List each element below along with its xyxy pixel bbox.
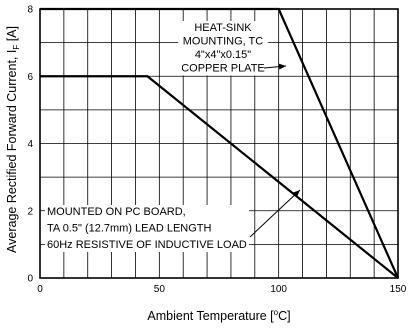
x-tick-label: 50 xyxy=(154,284,166,295)
annot2-line: 60Hz RESISTIVE OF INDUCTIVE LOAD xyxy=(47,239,247,251)
plot-frame xyxy=(39,8,399,279)
y-tick-label: 8 xyxy=(27,5,33,16)
pc-board-annotation: MOUNTED ON PC BOARD, TA 0.5" (12.7mm) LEA… xyxy=(45,189,301,252)
annot2-line: MOUNTED ON PC BOARD, xyxy=(47,206,186,218)
x-tick-label: 100 xyxy=(270,284,287,295)
annot1-line: 4"x4"x0.15" xyxy=(195,49,251,61)
tick-labels: 0 50 100 150 0 2 4 6 8 xyxy=(27,5,406,296)
x-axis-title: Ambient Temperature [oC] xyxy=(147,308,290,323)
y-tick-label: 6 xyxy=(27,72,33,83)
svg-text:MOUNTED ON PC BOARD,TA 0.5" (1: MOUNTED ON PC BOARD, TA 0.5" (12.7mm) LEA… xyxy=(47,206,247,251)
annot2-line: TA 0.5" (12.7mm) LEAD LENGTH xyxy=(47,223,212,235)
y-tick-label: 2 xyxy=(27,206,33,217)
x-tick-label: 0 xyxy=(37,284,43,295)
y-tick-label: 4 xyxy=(27,139,33,150)
y-axis-title: Average Rectified Forward Current, IF [A… xyxy=(5,26,21,253)
y-tick-label: 0 xyxy=(27,274,33,285)
annot1-line: COPPER PLATE xyxy=(181,63,265,75)
annot1-line: MOUNTING, TC xyxy=(183,36,264,48)
x-tick-label: 150 xyxy=(390,284,407,295)
annot1-line: HEAT-SINK xyxy=(194,22,252,34)
series-line-2 xyxy=(40,75,399,279)
heat-sink-annotation: HEAT-SINK MOUNTING, TC 4"x4"x0.15" COPPER P… xyxy=(178,21,287,76)
